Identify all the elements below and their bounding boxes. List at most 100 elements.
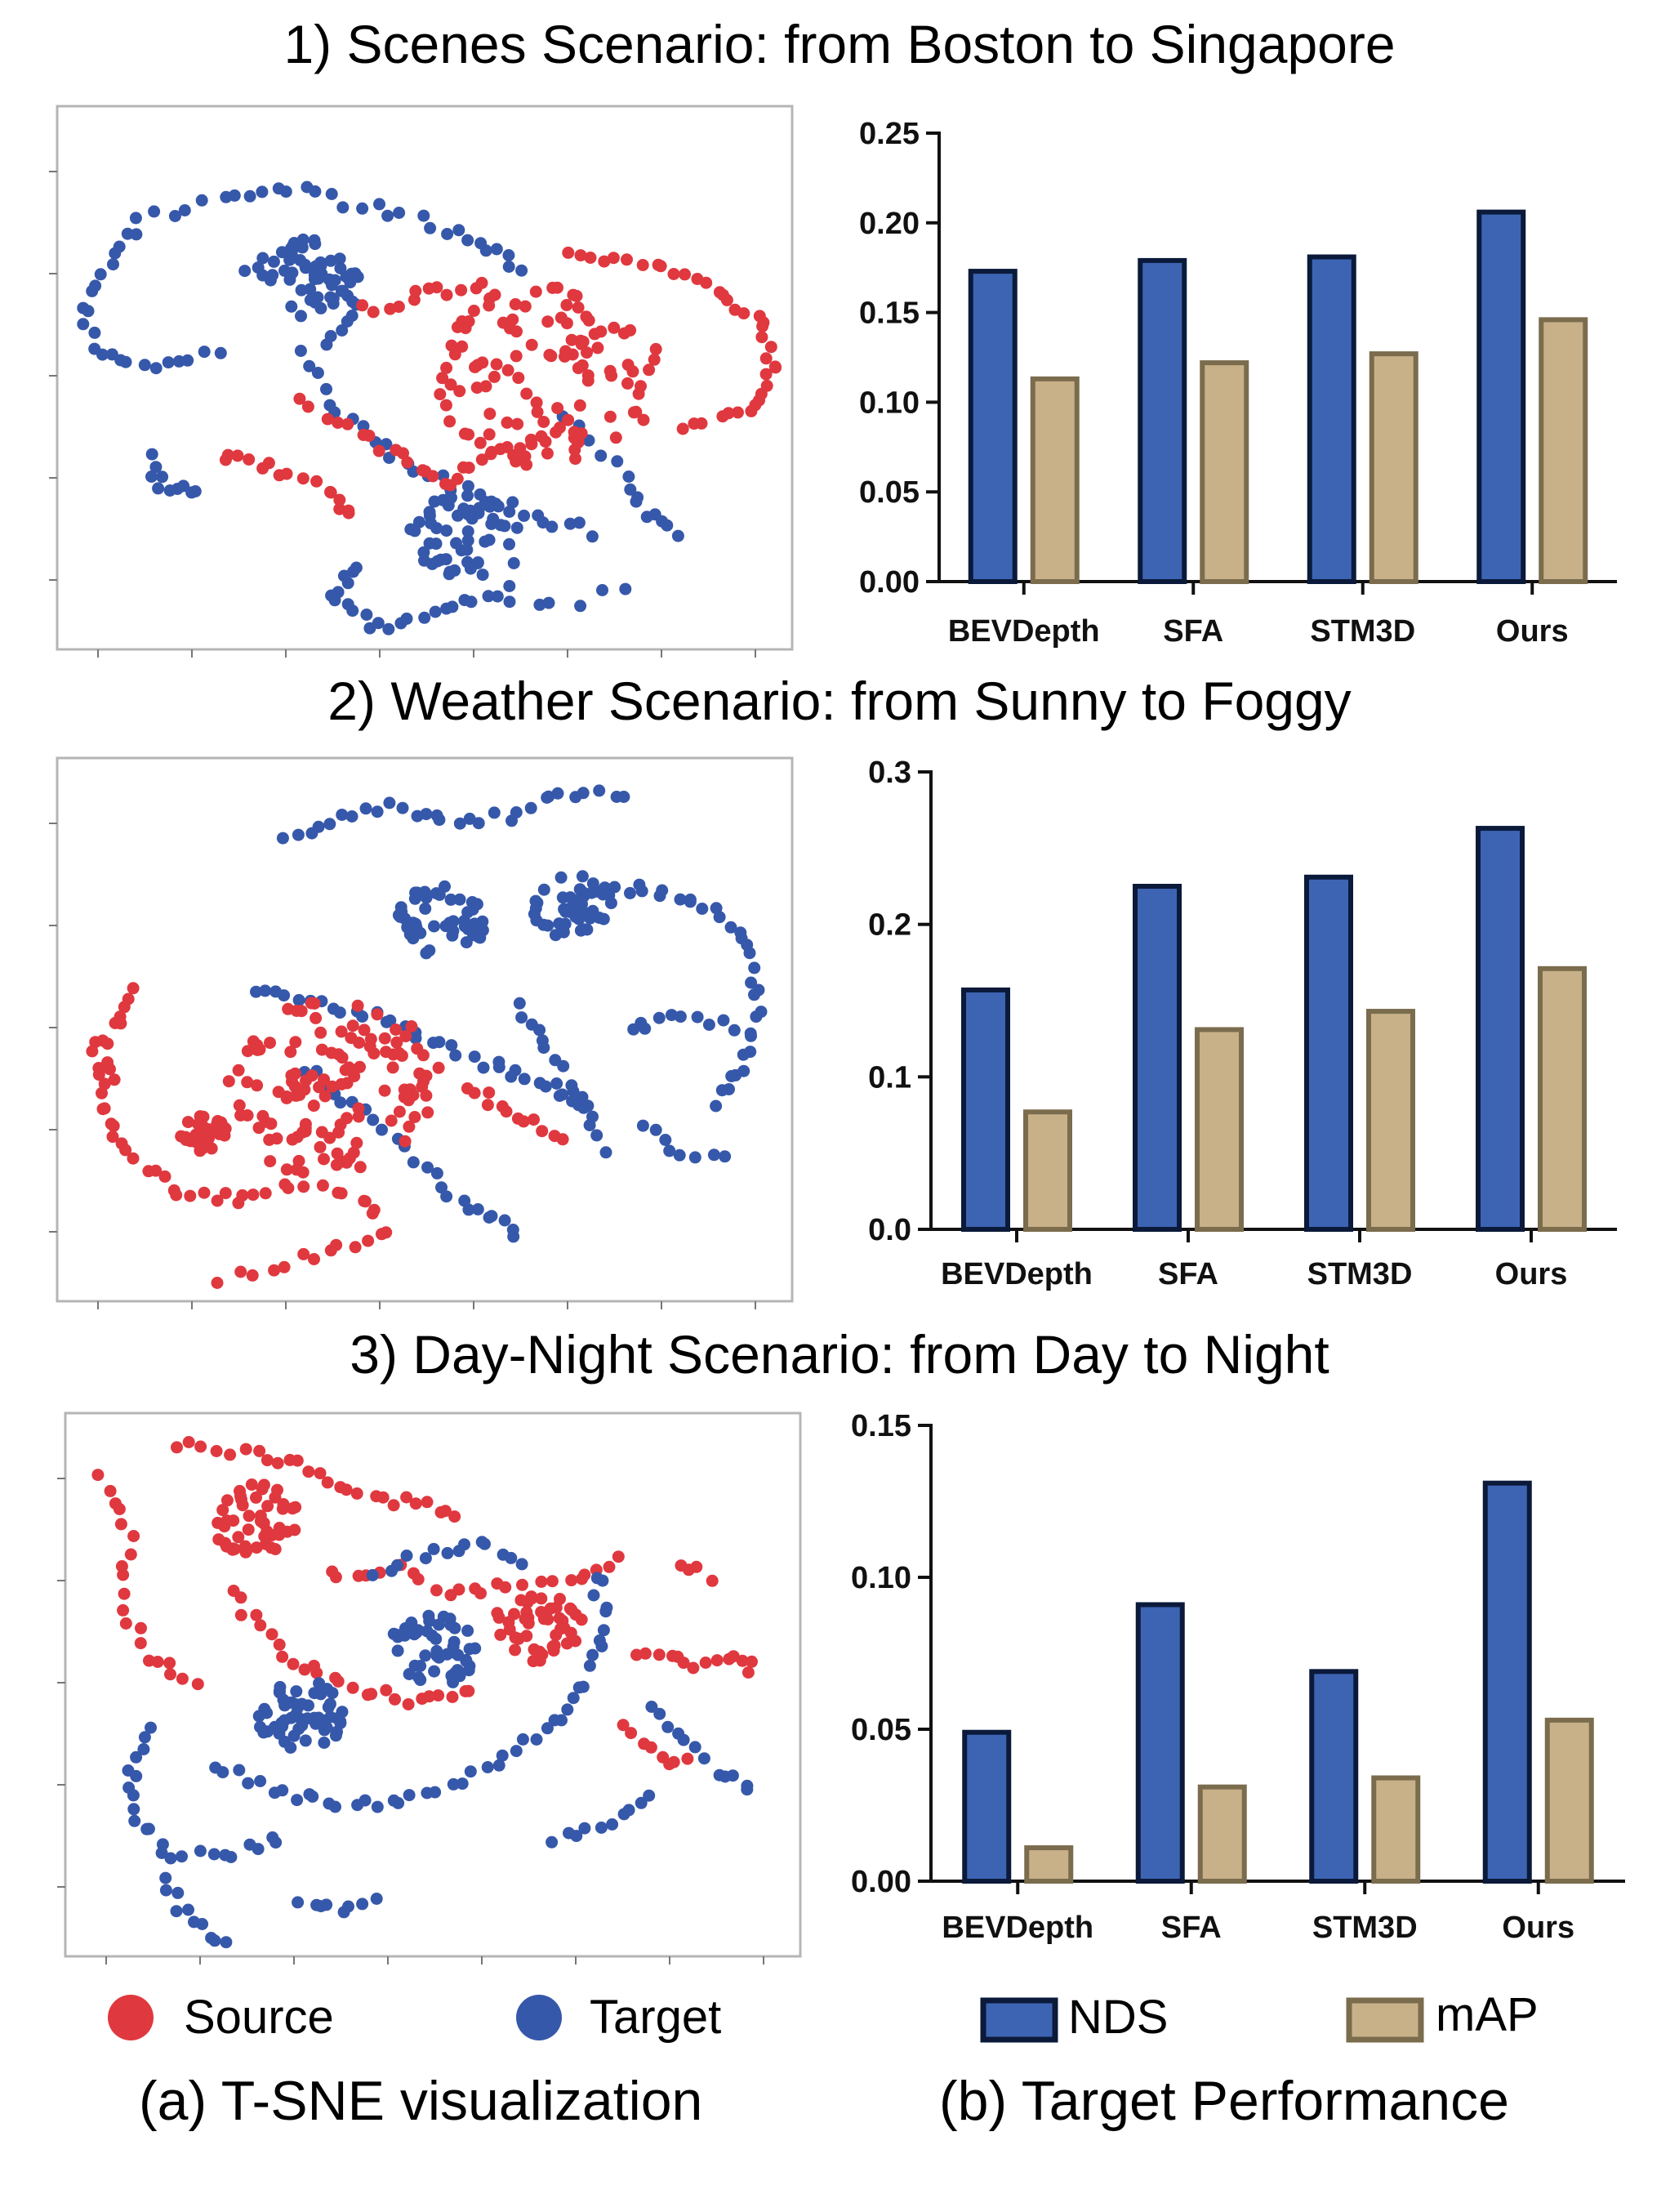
source-point: [755, 331, 768, 344]
tsne-plot-day-night: [57, 1411, 802, 1964]
source-point: [364, 1032, 377, 1046]
source-point: [535, 1648, 548, 1661]
target-point: [290, 1685, 303, 1698]
source-point: [118, 1587, 131, 1600]
y-tick-label: 0.00: [859, 565, 920, 600]
target-point: [152, 482, 165, 495]
target-point: [77, 318, 90, 331]
target-point: [649, 1123, 662, 1136]
source-point: [390, 1023, 403, 1036]
target-point: [434, 553, 448, 566]
x-category-label: BEVDepth: [941, 1257, 1093, 1291]
source-point: [269, 1491, 282, 1504]
target-point: [653, 1707, 666, 1720]
target-point: [334, 1096, 347, 1109]
target-point: [599, 1146, 612, 1159]
target-point: [289, 1698, 302, 1711]
source-point: [101, 1037, 114, 1050]
source-point: [106, 1131, 119, 1144]
target-point: [323, 1697, 336, 1710]
source-point: [621, 253, 633, 266]
target-point: [507, 557, 520, 569]
target-point: [254, 1775, 267, 1787]
target-point: [636, 1119, 649, 1132]
target-point: [285, 300, 298, 313]
target-point: [518, 509, 531, 522]
target-point: [428, 920, 440, 933]
source-point: [305, 1069, 318, 1082]
target-point: [403, 1789, 416, 1802]
source-point: [151, 1656, 164, 1668]
target-point: [304, 293, 317, 306]
source-point: [241, 1045, 254, 1058]
target-point: [710, 1099, 723, 1113]
target-point: [576, 870, 589, 883]
target-point: [745, 976, 758, 989]
target-point: [142, 1822, 155, 1835]
x-category-label: SFA: [1161, 1911, 1222, 1945]
source-point: [436, 372, 449, 385]
source-point: [280, 467, 293, 480]
target-point: [225, 1851, 238, 1863]
source-point: [535, 430, 548, 443]
target-point: [138, 1731, 151, 1744]
source-point: [514, 442, 527, 455]
target-point: [671, 529, 684, 542]
target-point: [156, 470, 169, 484]
target-point: [314, 301, 327, 314]
source-point: [96, 1103, 109, 1116]
target-point: [130, 1769, 143, 1782]
target-point: [283, 273, 296, 286]
target-point: [430, 1632, 443, 1645]
map-bar: [1371, 1775, 1421, 1884]
source-point: [759, 352, 773, 365]
source-point: [603, 1560, 616, 1573]
nds-bar: [1476, 209, 1526, 584]
source-point: [127, 1152, 140, 1165]
source-point: [124, 1548, 137, 1561]
source-point: [194, 1440, 207, 1453]
tsne-plot-scenes: [49, 105, 794, 658]
source-point: [652, 1648, 666, 1661]
source-point: [127, 1530, 140, 1542]
target-point: [287, 237, 301, 249]
target-point: [214, 346, 227, 359]
source-point: [530, 396, 543, 409]
target-point: [697, 1752, 710, 1765]
source-point: [190, 1135, 203, 1148]
source-point: [451, 472, 464, 485]
source-point: [371, 1008, 384, 1021]
source-point: [261, 1500, 274, 1513]
source-point: [516, 1578, 528, 1591]
target-point: [456, 1777, 469, 1791]
target-point: [596, 584, 608, 596]
target-point: [578, 1822, 591, 1835]
source-point: [96, 1086, 108, 1099]
source-point: [349, 1241, 362, 1254]
source-point: [565, 1603, 578, 1617]
target-point: [371, 1800, 384, 1813]
target-point: [537, 1041, 550, 1055]
source-point: [541, 447, 554, 460]
target-point: [702, 1019, 715, 1031]
source-point: [119, 1144, 132, 1157]
source-point: [643, 363, 656, 377]
target-point: [503, 580, 516, 592]
target-point: [324, 1710, 337, 1724]
target-point: [250, 985, 262, 998]
source-point: [598, 255, 611, 268]
target-point: [542, 596, 555, 609]
target-point: [238, 265, 252, 278]
source-point: [588, 328, 601, 341]
target-point: [320, 338, 333, 351]
source-point: [501, 416, 514, 429]
source-point: [91, 1469, 105, 1482]
target-point: [311, 367, 324, 379]
target-point: [176, 1850, 188, 1863]
target-point: [503, 595, 516, 609]
target-point: [381, 209, 394, 222]
source-point: [356, 299, 369, 312]
tsne-frame: [56, 105, 794, 651]
target-point: [729, 1068, 742, 1081]
source-point: [621, 359, 635, 372]
